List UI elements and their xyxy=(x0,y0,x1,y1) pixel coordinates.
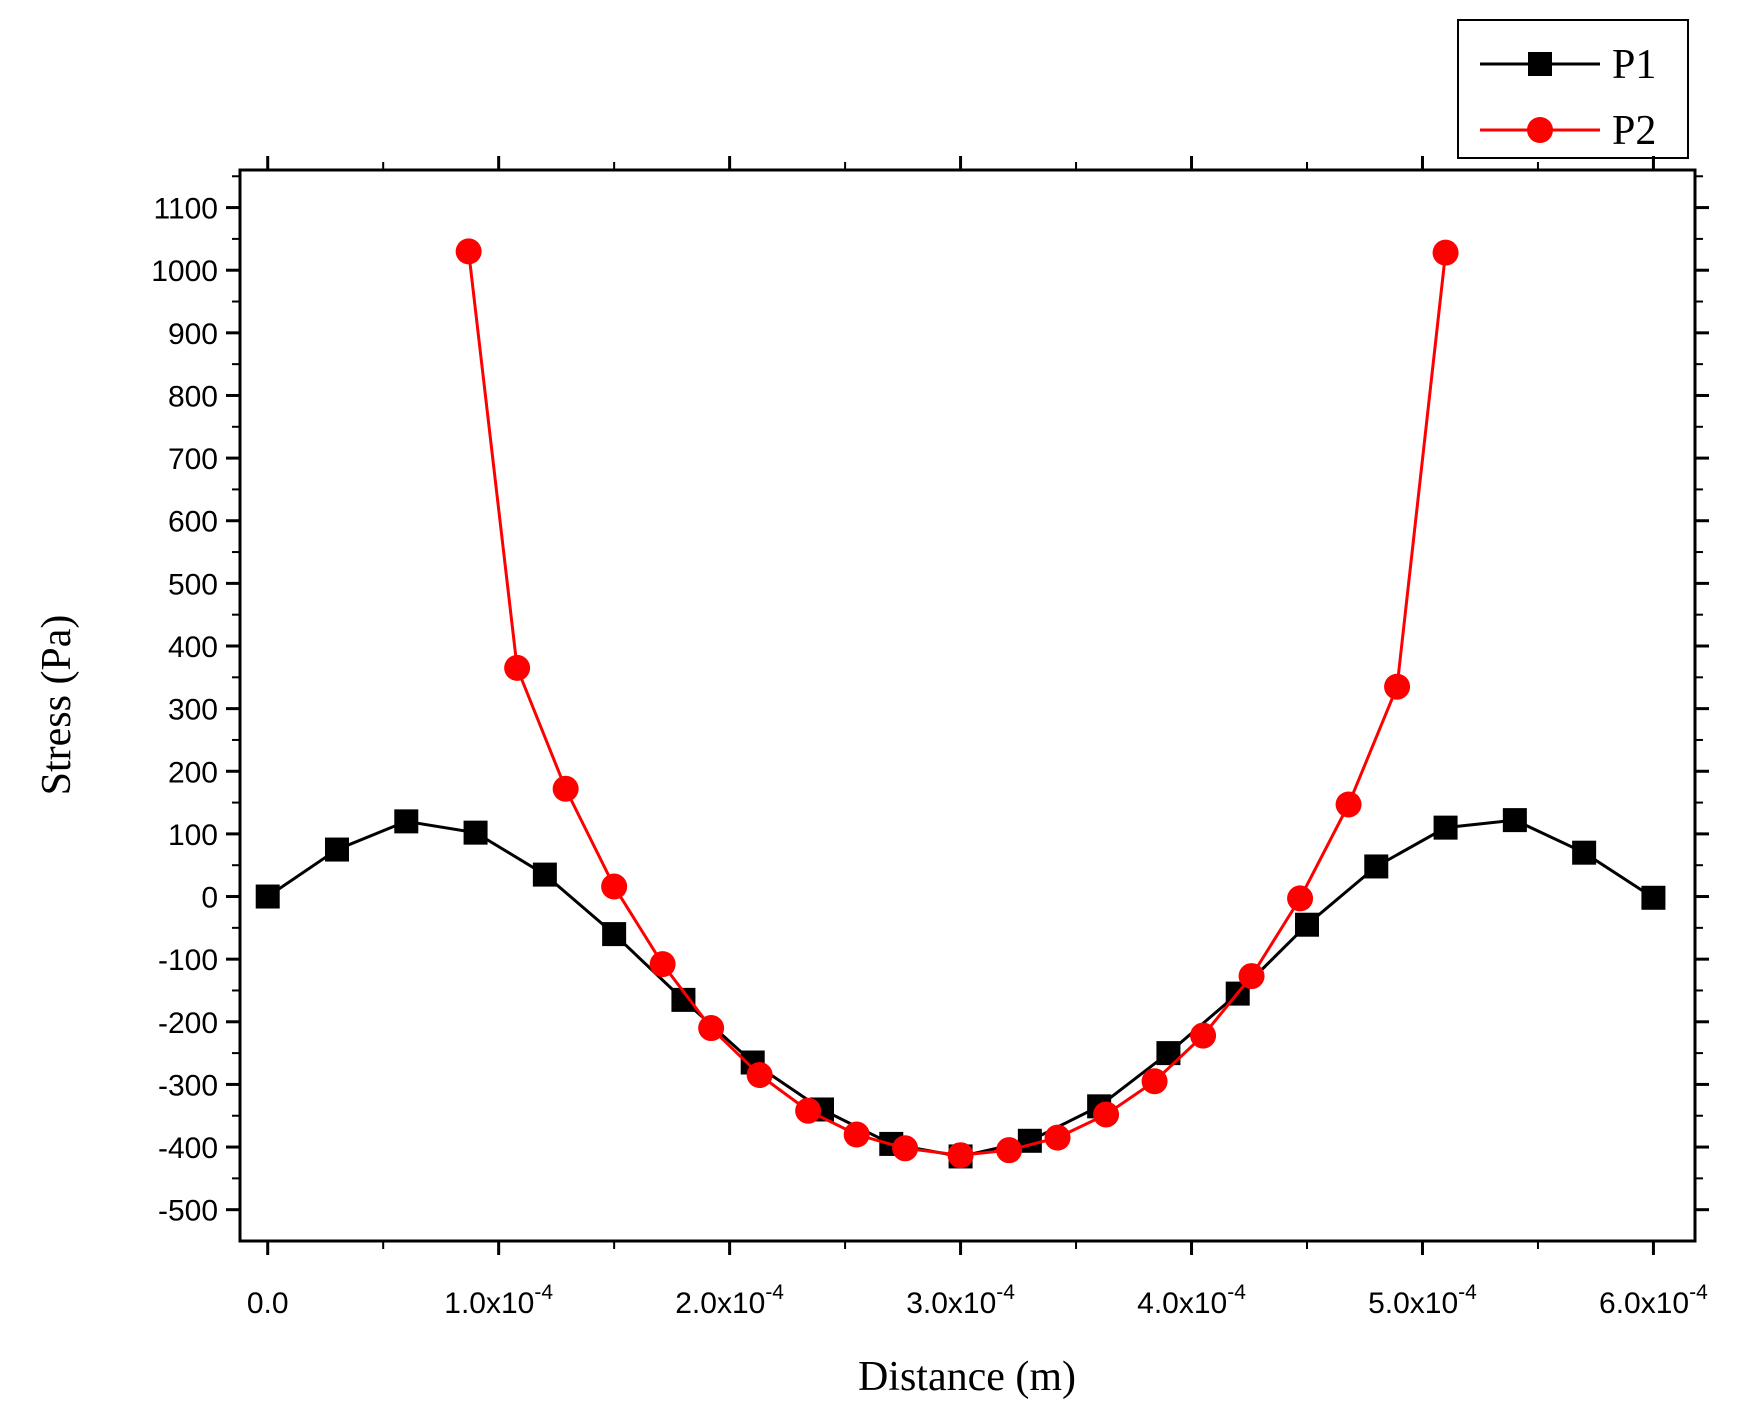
data-point-p2 xyxy=(1432,239,1459,266)
x-axis-title: Distance (m) xyxy=(858,1354,1076,1400)
data-point-p1 xyxy=(1364,854,1389,879)
data-point-p2 xyxy=(698,1015,725,1042)
legend-label-p1: P1 xyxy=(1612,42,1656,88)
data-point-p1 xyxy=(602,922,627,947)
data-point-p2 xyxy=(1093,1101,1120,1128)
y-tick-label: 400 xyxy=(168,631,218,664)
y-tick-label: -500 xyxy=(158,1195,218,1228)
data-point-p2 xyxy=(795,1097,822,1124)
legend: P1 P2 xyxy=(1457,19,1689,159)
data-point-p1 xyxy=(1641,885,1666,910)
y-tick-label: -300 xyxy=(158,1069,218,1102)
series-p1 xyxy=(255,808,1666,1169)
y-axis-title: Stress (Pa) xyxy=(34,615,80,796)
legend-box xyxy=(1457,19,1689,159)
data-point-p1 xyxy=(1295,912,1319,937)
data-point-p1 xyxy=(255,884,280,909)
y-tick-label: 1100 xyxy=(153,193,218,226)
legend-marker-p2 xyxy=(1527,117,1553,143)
y-tick-label: -200 xyxy=(158,1007,218,1040)
data-point-p1 xyxy=(1433,815,1458,840)
data-point-p1 xyxy=(394,809,419,834)
y-tick-label: 800 xyxy=(168,380,218,413)
series-line-p2 xyxy=(467,251,1448,1157)
data-point-p1 xyxy=(1502,808,1527,833)
data-point-p2 xyxy=(1335,791,1362,818)
y-tick-label: -100 xyxy=(158,944,218,977)
y-tick-label: 700 xyxy=(168,443,218,476)
y-tick-label: 300 xyxy=(168,694,218,727)
x-tick-label: 1.0x10-4 xyxy=(444,1281,553,1320)
y-tick-label: 0 xyxy=(201,882,218,915)
data-point-p2 xyxy=(892,1135,919,1162)
y-axis: 110010009008007006005004003002001000-100… xyxy=(151,175,1709,1228)
y-tick-label: 500 xyxy=(168,568,218,601)
data-point-p2 xyxy=(1141,1068,1168,1095)
y-tick-label: 100 xyxy=(168,819,218,852)
data-point-p2 xyxy=(1190,1022,1217,1049)
data-point-p1 xyxy=(325,837,349,862)
y-tick-label: 200 xyxy=(168,756,218,789)
data-point-p2 xyxy=(649,951,676,978)
data-point-p2 xyxy=(996,1137,1023,1164)
x-tick-label: 5.0x10-4 xyxy=(1368,1281,1477,1320)
data-point-p2 xyxy=(1238,963,1265,990)
y-tick-label: 600 xyxy=(168,506,218,539)
data-point-p2 xyxy=(1044,1124,1071,1151)
data-point-p2 xyxy=(947,1142,974,1169)
series-line-p1 xyxy=(266,818,1655,1158)
y-tick-label: 1000 xyxy=(151,255,218,288)
plot-frame xyxy=(238,168,1697,1243)
series-p2 xyxy=(455,238,1459,1169)
x-tick-label: 4.0x10-4 xyxy=(1137,1281,1246,1320)
data-point-p1 xyxy=(463,820,488,845)
data-point-p2 xyxy=(1384,673,1411,700)
data-point-p2 xyxy=(746,1062,773,1089)
x-tick-label: 2.0x10-4 xyxy=(675,1281,784,1320)
data-point-p2 xyxy=(455,238,482,265)
y-tick-label: 900 xyxy=(168,318,218,351)
data-point-p2 xyxy=(552,775,579,802)
x-axis: 0.0 1.0x10-4 2.0x10-4 3.0x10-4 4.0x10-4 5.0x1… xyxy=(247,156,1708,1320)
data-point-p2 xyxy=(1287,885,1314,912)
legend-label-p2: P2 xyxy=(1612,108,1656,154)
data-point-p2 xyxy=(843,1121,870,1148)
x-tick-label: 0.0 xyxy=(247,1287,289,1320)
y-tick-label: -400 xyxy=(158,1132,218,1165)
data-point-p2 xyxy=(601,873,628,900)
legend-marker-p1 xyxy=(1528,52,1552,76)
data-point-p2 xyxy=(504,654,531,681)
data-point-p1 xyxy=(1572,840,1597,865)
data-point-p1 xyxy=(532,862,557,887)
x-tick-label: 3.0x10-4 xyxy=(906,1281,1015,1320)
x-tick-label: 6.0x10-4 xyxy=(1599,1281,1708,1320)
